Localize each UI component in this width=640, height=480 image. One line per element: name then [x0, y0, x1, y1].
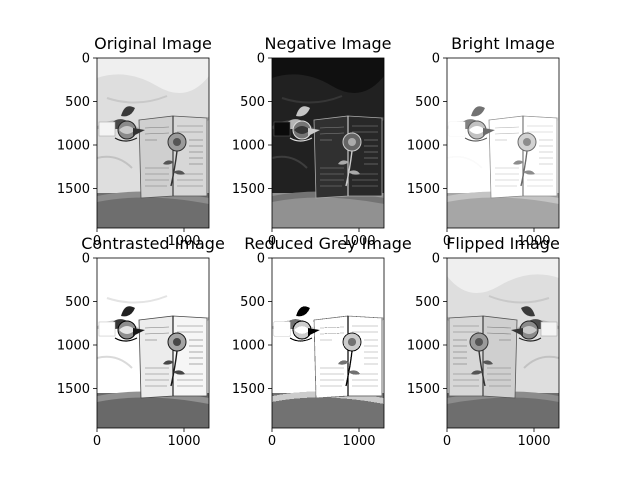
y-tick-label: 1500 [57, 382, 90, 397]
y-tick-label: 1500 [407, 382, 440, 397]
y-tick-label: 500 [240, 95, 265, 110]
y-tick-label: 1000 [57, 139, 90, 154]
panel-image [97, 58, 209, 228]
panel-title: Bright Image [451, 34, 555, 53]
panel-image [447, 58, 559, 228]
y-tick-label: 1500 [57, 182, 90, 197]
x-tick-label: 1000 [167, 434, 200, 449]
x-tick-label: 1000 [517, 434, 550, 449]
panel-image [97, 258, 209, 428]
panel-image [447, 258, 559, 428]
y-tick-label: 500 [240, 295, 265, 310]
y-tick-label: 1500 [407, 182, 440, 197]
x-tick-label: 0 [268, 434, 276, 449]
y-tick-label: 500 [415, 95, 440, 110]
y-tick-label: 500 [65, 295, 90, 310]
panel-image [272, 58, 384, 228]
axes-frame [271, 257, 385, 429]
x-tick-label: 0 [93, 234, 101, 249]
y-tick-label: 0 [82, 52, 90, 67]
y-tick-label: 0 [432, 252, 440, 267]
x-tick-label: 0 [443, 234, 451, 249]
y-tick-label: 1000 [407, 139, 440, 154]
y-tick-label: 1000 [407, 339, 440, 354]
y-tick-label: 0 [257, 52, 265, 67]
axes-frame [271, 57, 385, 229]
y-tick-label: 0 [82, 252, 90, 267]
panel-title: Contrasted Image [81, 234, 225, 253]
x-tick-label: 0 [93, 434, 101, 449]
y-tick-label: 0 [257, 252, 265, 267]
panel-title: Flipped Image [446, 234, 560, 253]
y-tick-label: 1500 [232, 182, 265, 197]
x-tick-label: 1000 [167, 234, 200, 249]
y-tick-label: 500 [415, 295, 440, 310]
y-tick-label: 0 [432, 52, 440, 67]
x-tick-label: 1000 [517, 234, 550, 249]
axes-frame [446, 57, 560, 229]
axes-frame [446, 257, 560, 429]
y-tick-label: 500 [65, 95, 90, 110]
x-tick-label: 1000 [342, 234, 375, 249]
panel-image [272, 258, 384, 428]
panel-title: Reduced Grey Image [244, 234, 412, 253]
x-tick-label: 0 [268, 234, 276, 249]
axes-frame [96, 257, 210, 429]
panel-title: Original Image [94, 34, 212, 53]
axes-frame [96, 57, 210, 229]
y-tick-label: 1500 [232, 382, 265, 397]
panel-grid: Original Image 0 500 1000 1500 0 1000 Negative … [57, 34, 560, 449]
y-tick-label: 1000 [232, 339, 265, 354]
panel-bright: Bright Image 0 500 1000 1500 0 1000 [407, 34, 560, 249]
x-tick-label: 0 [443, 434, 451, 449]
panel-title: Negative Image [265, 34, 392, 53]
panel-original: Original Image 0 500 1000 1500 0 1000 [57, 34, 212, 249]
y-tick-label: 1000 [232, 139, 265, 154]
x-tick-label: 1000 [342, 434, 375, 449]
y-tick-label: 1000 [57, 339, 90, 354]
